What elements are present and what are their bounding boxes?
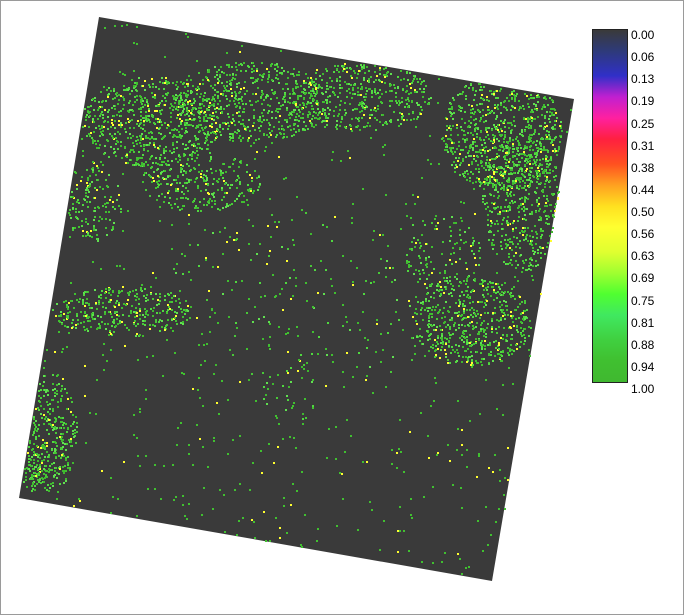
legend-label: 1.00: [631, 382, 655, 396]
legend-label: 0.56: [631, 227, 655, 242]
legend-label: 0.69: [631, 271, 655, 286]
legend-label: 0.31: [631, 138, 655, 153]
raster-footprint: [19, 17, 574, 581]
legend-labels: 0.00 0.06 0.13 0.19 0.25 0.31 0.38 0.44 0.50 0.56…: [631, 27, 683, 395]
legend-label: 0.81: [631, 315, 655, 330]
legend-label: 0.19: [631, 94, 655, 109]
legend-label: 0.38: [631, 160, 655, 175]
legend-label: 0.25: [631, 116, 655, 131]
legend-label: 0.75: [631, 293, 655, 308]
legend-label: 0.50: [631, 205, 655, 219]
legend-color-bar: [592, 29, 628, 383]
legend-label: 0.63: [631, 249, 655, 264]
legend-label: 0.44: [631, 182, 655, 197]
legend-label: 0.13: [631, 72, 655, 87]
legend-label: 0.00: [631, 28, 655, 42]
raster-pixels: [23, 24, 572, 575]
legend-label: 0.88: [631, 337, 655, 352]
legend-label: 0.94: [631, 359, 655, 374]
legend-label: 0.06: [631, 50, 655, 65]
